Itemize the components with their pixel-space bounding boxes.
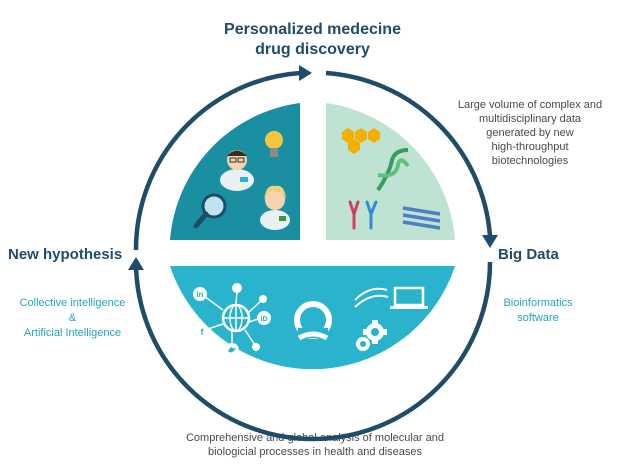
arc-top-right [325,70,493,237]
ampersand-line: & [68,312,77,324]
bioinformatics-line: Bioinformatics [503,297,573,309]
big-data-description-line: biotechnologies [491,155,569,167]
light-bulb-icon [265,131,283,157]
facebook-icon-letters: f [201,327,205,337]
protein-strands-icon [402,206,441,230]
big-data-description: Large volume of complex and multidiscipl… [440,98,620,168]
arrow-head-right-icon [482,235,498,248]
antibody-icon [348,200,378,230]
top-title-line-1: Personalized medecine [224,21,401,38]
twitter-icon [225,343,239,357]
facebook-icon: f [195,324,209,338]
id-icon-letters: iD [261,316,268,323]
collective-intelligence-line: Collective intelligence [19,297,126,309]
artificial-intelligence-line: Artificial Intelligence [23,327,122,339]
arrow-head-top-icon [299,65,312,81]
new-hypothesis-label: New hypothesis [8,246,123,263]
arc-top-left [133,70,301,251]
big-data-description-line: Large volume of complex and [457,99,603,111]
bottom-description: Comprehensive and global analysis of mol… [150,431,480,459]
binary-code-icon [354,287,389,308]
scientist-male-icon [220,150,254,191]
big-data-description-line: generated by new [486,127,574,139]
scientist-female-icon [260,185,290,230]
arrow-head-left-icon [128,257,144,270]
honeycomb-icon [342,128,380,154]
id-icon: iD [257,311,271,325]
big-data-description-line: high-throughput [491,141,569,153]
collective-intelligence-text: Collective intelligence & Artificial Int… [5,296,140,341]
big-data-description-line: multidisciplinary data [478,113,582,125]
top-title: Personalized medecine drug discovery [205,20,420,60]
cycle-logo-icon [294,301,332,341]
big-data-label: Big Data [498,246,559,263]
small-nodes-icon [232,283,267,351]
software-line: software [517,312,559,324]
dna-icon [376,148,410,192]
laptop-icon [390,286,428,309]
half-analysis [170,266,455,370]
linkedin-icon: in [193,287,207,301]
arc-bottom [133,261,493,442]
magnifier-icon [193,193,227,229]
bottom-description-line: biologicial processes in health and dise… [207,446,423,458]
linkedin-icon-letters: in [196,290,203,299]
bioinformatics-text: Bioinformatics software [488,296,588,326]
top-title-line-2: drug discovery [255,41,370,58]
cycle-ring [133,70,493,442]
gears-icon [356,320,387,351]
